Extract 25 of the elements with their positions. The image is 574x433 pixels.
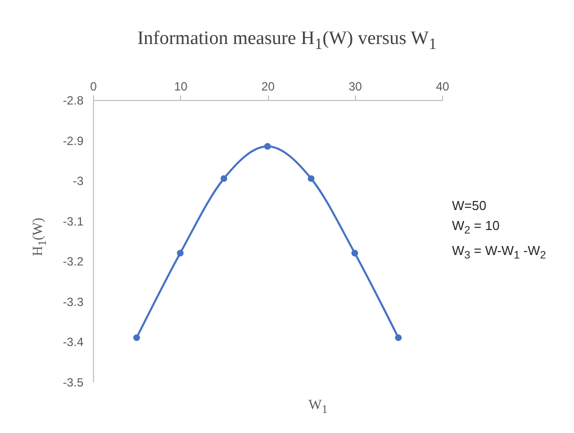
text: W=50 (452, 197, 488, 215)
point (220, 175, 228, 182)
point (308, 175, 314, 182)
y-tick-label: -2.8 (62, 94, 84, 108)
x-tick-label: 10 (174, 80, 188, 94)
x-axis-title: W$_{1}$ (307, 398, 329, 416)
x-tick-label: 0 (90, 80, 98, 94)
point (351, 250, 358, 256)
y-tick-label: -3.5 (62, 376, 84, 390)
y-tick-label: -3.1 (62, 214, 84, 228)
y-tick-label: -3.2 (62, 254, 84, 269)
point (133, 334, 140, 342)
point (395, 334, 402, 342)
point (264, 142, 271, 150)
chart-title: Information measure H$_{1}$(W) versus W$_{1}$ (136, 28, 438, 54)
x-tick-label: 20 (261, 80, 275, 94)
y-tick-label: -3 (72, 174, 84, 188)
y-tick-label: -2.9 (62, 134, 84, 148)
point (176, 250, 184, 256)
y-tick-label: -3.4 (62, 335, 84, 350)
text: W$_{2}$ = 10 (452, 217, 501, 239)
text: W$_{3}$ = W-W$_{1}$ -W$_{2}$ (452, 242, 546, 264)
y-tick-label: -3.3 (62, 294, 84, 309)
x-tick-label: 30 (348, 80, 362, 94)
x-tick-label: 40 (436, 80, 450, 94)
